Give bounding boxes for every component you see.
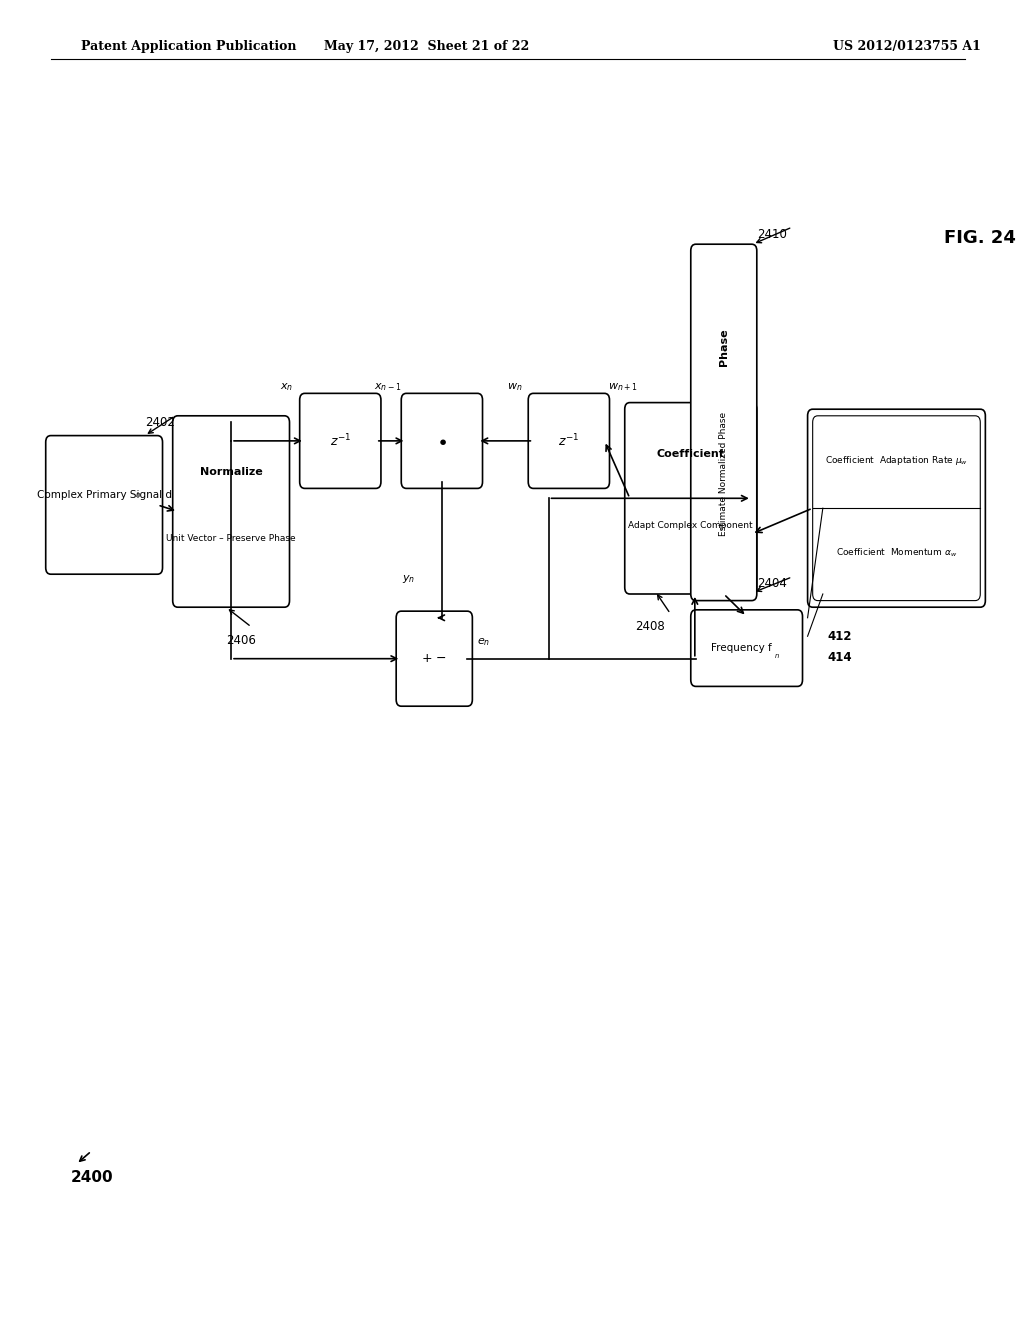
Text: $x_{n-1}$: $x_{n-1}$: [374, 381, 401, 393]
FancyBboxPatch shape: [691, 610, 803, 686]
Text: 2404: 2404: [757, 577, 786, 590]
Text: 2408: 2408: [635, 620, 665, 634]
FancyBboxPatch shape: [46, 436, 163, 574]
Text: + $−$: + $−$: [422, 652, 447, 665]
Text: $z^{-1}$: $z^{-1}$: [330, 433, 351, 449]
FancyBboxPatch shape: [625, 403, 757, 594]
Text: $z^{-1}$: $z^{-1}$: [558, 433, 580, 449]
Text: $_n$: $_n$: [134, 490, 140, 500]
Text: FIG. 24: FIG. 24: [944, 228, 1016, 247]
Text: 2406: 2406: [226, 634, 256, 647]
Text: $x_n$: $x_n$: [280, 381, 293, 393]
Text: Coefficient  Adaptation Rate $\mu_w$: Coefficient Adaptation Rate $\mu_w$: [825, 454, 968, 467]
Text: Normalize: Normalize: [200, 467, 262, 478]
FancyBboxPatch shape: [808, 409, 985, 607]
Text: Patent Application Publication: Patent Application Publication: [81, 40, 297, 53]
Text: Complex Primary Signal d: Complex Primary Signal d: [37, 490, 172, 500]
Text: Unit Vector – Preserve Phase: Unit Vector – Preserve Phase: [166, 533, 296, 543]
Text: May 17, 2012  Sheet 21 of 22: May 17, 2012 Sheet 21 of 22: [324, 40, 529, 53]
Text: $w_n$: $w_n$: [507, 381, 523, 393]
Text: Adapt Complex Component: Adapt Complex Component: [629, 520, 753, 529]
Text: $w_{n+1}$: $w_{n+1}$: [608, 381, 638, 393]
Text: $\bullet$: $\bullet$: [436, 432, 447, 450]
Text: Frequency f: Frequency f: [712, 643, 772, 653]
FancyBboxPatch shape: [396, 611, 472, 706]
Text: $e_n$: $e_n$: [477, 636, 490, 648]
FancyBboxPatch shape: [300, 393, 381, 488]
FancyBboxPatch shape: [813, 416, 980, 601]
Text: $y_n$: $y_n$: [402, 573, 416, 585]
FancyBboxPatch shape: [528, 393, 609, 488]
Text: US 2012/0123755 A1: US 2012/0123755 A1: [833, 40, 981, 53]
Text: Coefficient: Coefficient: [656, 449, 725, 459]
Text: Phase: Phase: [719, 329, 729, 366]
Text: 412: 412: [828, 630, 852, 643]
Text: 2400: 2400: [71, 1170, 114, 1185]
Text: $_n$: $_n$: [774, 651, 780, 661]
Text: 2410: 2410: [757, 228, 786, 242]
Text: Coefficient  Momentum $\alpha_w$: Coefficient Momentum $\alpha_w$: [836, 546, 957, 558]
Text: 414: 414: [828, 651, 853, 664]
FancyBboxPatch shape: [173, 416, 290, 607]
Text: 2402: 2402: [144, 416, 175, 429]
FancyBboxPatch shape: [691, 244, 757, 601]
Text: Estimate Normalized Phase: Estimate Normalized Phase: [719, 412, 728, 536]
FancyBboxPatch shape: [401, 393, 482, 488]
